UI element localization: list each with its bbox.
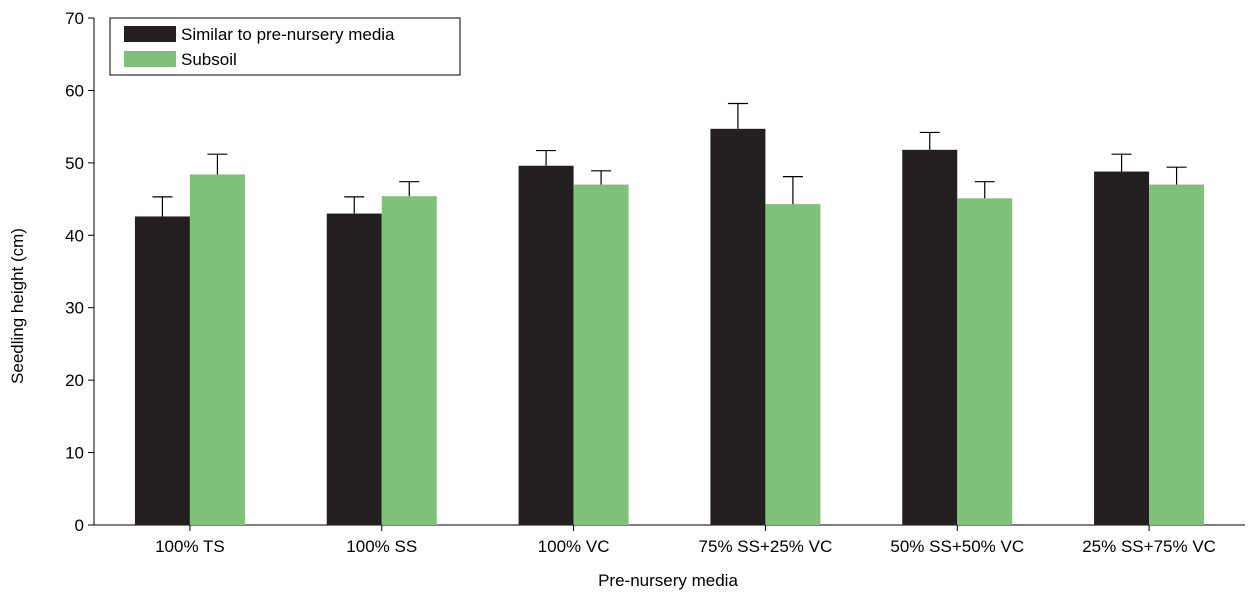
- bar-subsoil: [957, 198, 1013, 525]
- bar-similar: [518, 165, 574, 526]
- bar-subsoil: [381, 196, 437, 525]
- y-tick-label: 0: [75, 516, 84, 535]
- legend-label-similar: Similar to pre-nursery media: [181, 25, 395, 44]
- bar-subsoil: [189, 174, 245, 525]
- y-tick-label: 40: [65, 226, 84, 245]
- x-axis-title: Pre-nursery media: [598, 571, 738, 590]
- bars: [134, 128, 1205, 526]
- bar-subsoil: [765, 204, 821, 526]
- bar-subsoil: [573, 184, 629, 526]
- x-tick-label: 75% SS+25% VC: [699, 537, 833, 556]
- bar-similar: [326, 213, 382, 526]
- bar-similar: [710, 128, 766, 525]
- legend: Similar to pre-nursery media Subsoil: [109, 17, 461, 76]
- y-tick-label: 60: [65, 81, 84, 100]
- y-tick-label: 20: [65, 371, 84, 390]
- y-axis-title: Seedling height (cm): [8, 228, 27, 384]
- legend-swatch-subsoil: [124, 51, 176, 67]
- y-tick-label: 50: [65, 154, 84, 173]
- bar-subsoil: [1149, 184, 1205, 526]
- x-tick-label: 100% SS: [346, 537, 417, 556]
- x-tick-label: 50% SS+50% VC: [890, 537, 1024, 556]
- legend-swatch-similar: [124, 26, 176, 42]
- y-tick-label: 10: [65, 444, 84, 463]
- error-bars: [152, 102, 1187, 217]
- y-tick-label: 30: [65, 299, 84, 318]
- bar-similar: [134, 216, 190, 525]
- bar-similar: [902, 149, 958, 525]
- tick-labels: 0 10 20 30 40 50 60 70 100% TS 100% SS 100% VC 75% …: [65, 9, 1216, 556]
- bar-similar: [1094, 171, 1150, 525]
- x-tick-label: 25% SS+75% VC: [1082, 537, 1216, 556]
- x-tick-label: 100% VC: [538, 537, 610, 556]
- axes: [88, 17, 1245, 531]
- x-tick-label: 100% TS: [155, 537, 225, 556]
- y-tick-label: 70: [65, 9, 84, 28]
- legend-label-subsoil: Subsoil: [181, 50, 237, 69]
